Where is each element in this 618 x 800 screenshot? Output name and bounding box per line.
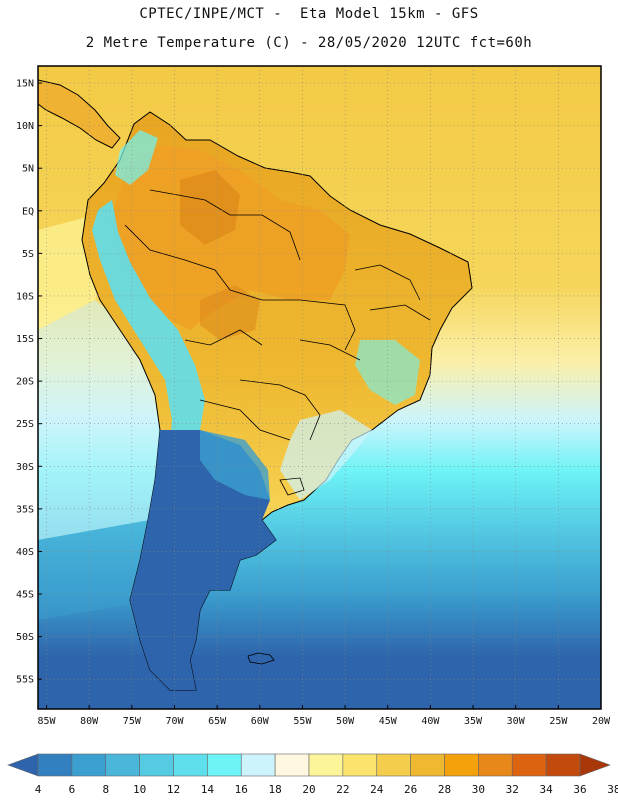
latitude-tick-label: 35S [16,504,34,515]
colorbar-swatch [139,753,174,777]
patagonia-cold [130,430,276,690]
colorbar-max-arrow [579,753,611,777]
colorbar-swatch [37,753,73,777]
longitude-tick-label: 65W [208,716,227,727]
colorbar-swatch [342,753,378,777]
colombia-andes-cold [115,130,158,185]
longitude-tick-label: 75W [123,716,142,727]
colorbar-label: 26 [404,783,417,796]
latitude-tick-label: 55S [16,675,34,686]
latitude-tick-label: 25S [16,419,34,430]
latitude-tick-label: 15N [16,79,34,90]
pacific-cool-band [38,300,160,540]
colorbar-label: 38 [607,783,618,796]
colorbar-label: 14 [201,783,215,796]
map-area [38,66,601,709]
longitude-tick-label: 40W [421,716,440,727]
colorbar-label: 28 [438,783,451,796]
latitude-tick-label: 30S [16,462,34,473]
latitude-tick-label: 40S [16,547,34,558]
latitude-tick-label: 5S [22,249,34,260]
latitude-tick-label: 15S [16,334,34,345]
longitude-tick-label: 50W [336,716,355,727]
longitude-tick-label: 35W [464,716,483,727]
latitude-labels: 15N 10N 5N EQ 5S 10S 15S 20S 25S 30S 35S 40S 45S 50S 5… [16,79,42,686]
latitude-tick-label: 50S [16,632,34,643]
colorbar-label: 18 [269,783,282,796]
longitude-tick-label: 85W [37,716,56,727]
amazon-hot-region [110,145,350,330]
colorbar-label: 16 [235,783,248,796]
longitude-tick-label: 45W [379,716,398,727]
country-borders [124,189,431,441]
latitude-tick-label: EQ [22,206,34,217]
longitude-tick-label: 55W [293,716,312,727]
colorbar-label: 8 [102,783,109,796]
longitude-labels: 85W 80W 75W 70W 65W 60W 55W 50W 45W 40W 35W 30W 25W 2… [37,705,611,727]
colorbar-swatch [376,753,411,777]
colorbar-swatch [410,753,445,777]
colorbar: 4 6 8 10 12 14 16 18 20 22 24 26 28 30 32 34 36 38 [7,753,618,796]
colorbar-label: 32 [506,783,519,796]
colorbar-swatch [173,753,208,777]
colorbar-label: 12 [167,783,180,796]
pacific-cold-band [38,520,155,620]
colorbar-label: 4 [35,783,42,796]
colorbar-swatch [274,753,310,777]
longitude-tick-label: 80W [80,716,99,727]
temperature-map: 15N 10N 5N EQ 5S 10S 15S 20S 25S 30S 35S 40S 45S 50S 5… [16,65,611,727]
falkland-islands [247,652,275,665]
colorbar-label: 6 [69,783,76,796]
colorbar-labels: 4 6 8 10 12 14 16 18 20 22 24 26 28 30 32 34 36 38 [35,783,618,796]
colorbar-label: 22 [336,783,349,796]
longitude-tick-label: 25W [549,716,568,727]
colorbar-swatches [7,753,611,777]
southeast-brazil-cool [355,340,420,405]
longitude-tick-label: 30W [507,716,526,727]
longitude-tick-label: 70W [165,716,184,727]
central-america-land [38,79,121,149]
colorbar-label: 30 [472,783,485,796]
longitude-tick-label: 60W [251,716,270,727]
latitude-tick-label: 10S [16,291,34,302]
colorbar-swatch [545,753,581,777]
colorbar-label: 34 [540,783,554,796]
colorbar-swatch [511,753,547,777]
longitude-tick-label: 20W [592,716,611,727]
latitude-tick-label: 20S [16,377,34,388]
colorbar-label: 36 [573,783,586,796]
chart-subtitle: 2 Metre Temperature (C) - 28/05/2020 12U… [85,35,533,51]
colorbar-swatch [105,753,140,777]
latitude-tick-label: 10N [16,121,34,132]
latitude-tick-label: 5N [22,164,34,175]
colorbar-swatch [207,753,242,777]
south-brazil-cool [280,410,372,500]
colorbar-swatch [444,753,479,777]
colorbar-swatch [478,753,513,777]
colorbar-min-arrow [7,753,39,777]
lagoon-outline [279,477,305,496]
colorbar-swatch [308,753,344,777]
map-frame [37,65,602,710]
latitude-tick-label: 45S [16,590,34,601]
colorbar-label: 20 [302,783,315,796]
colorbar-label: 24 [370,783,384,796]
colorbar-swatch [240,753,276,777]
bolivia-hot-region [200,285,260,340]
colorbar-label: 10 [133,783,146,796]
chart-title: CPTEC/INPE/MCT - Eta Model 15km - GFS [139,6,479,22]
very-hot-core [180,170,240,245]
colorbar-swatch [71,753,107,777]
pampas-cool [200,430,270,500]
